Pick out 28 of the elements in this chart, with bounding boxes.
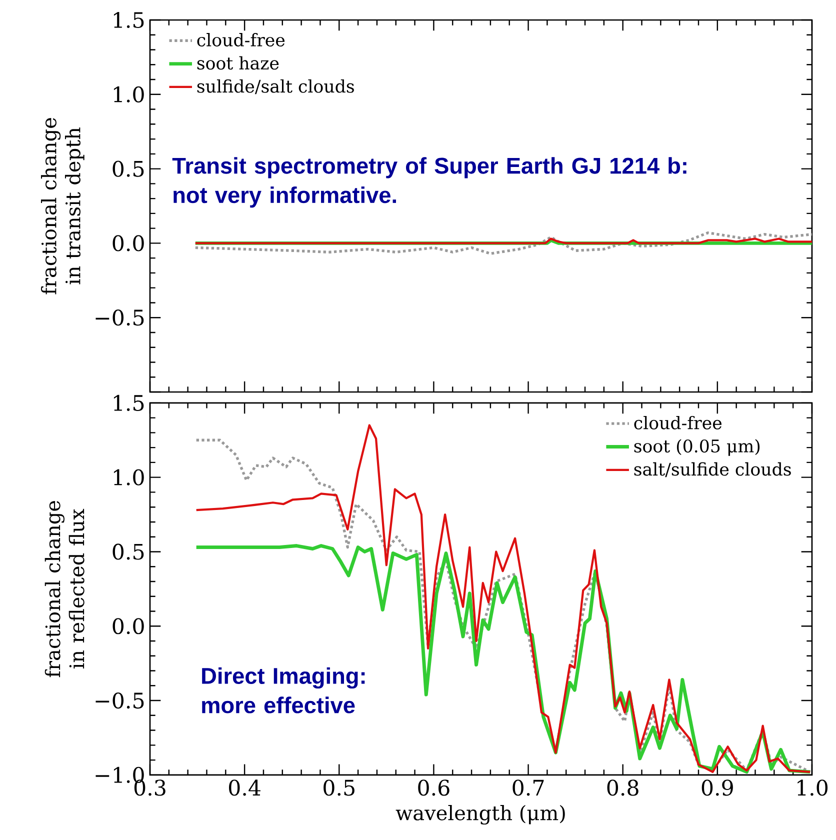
x-tick-label: 0.7 (512, 780, 544, 796)
x-tick-label: 0.6 (418, 780, 450, 796)
legend-label: soot haze (197, 56, 279, 70)
y-axis-title: fractional change in transit depth (40, 118, 84, 294)
annotation: Transit spectrometry of Super Earth GJ 1214 b: not very informative. (172, 157, 686, 208)
annotation: Direct Imaging: more effective (202, 667, 365, 714)
x-tick-label: 0.9 (702, 780, 733, 796)
y-tick-label: 0.0 (112, 618, 144, 634)
x-tick-label: 1.0 (798, 780, 828, 796)
legend-label: sulfide/salt clouds (197, 79, 354, 94)
y-tick-label: 1.0 (114, 86, 144, 102)
legend-label: cloud-free (197, 33, 285, 46)
legend-label: soot (0.05 μm) (634, 439, 760, 456)
y-tick-label: 0.5 (112, 160, 144, 177)
x-axis-title: wavelength (μm) (396, 804, 565, 825)
y-tick-label: −0.5 (96, 692, 144, 709)
y-tick-label: 1.0 (114, 469, 144, 486)
x-tick-label: 0.5 (324, 780, 354, 796)
y-tick-label: 1.5 (114, 12, 144, 28)
y-tick-label: 1.5 (114, 394, 144, 411)
y-tick-label: 0.0 (112, 235, 144, 252)
x-tick-label: 0.4 (229, 780, 260, 796)
y-tick-label: 0.5 (112, 544, 144, 560)
legend-label: salt/sulfide clouds (634, 462, 791, 478)
y-tick-label: −0.5 (96, 310, 144, 326)
x-tick-label: 0.8 (607, 780, 638, 796)
y-axis-title: fractional change in reflected flux (44, 500, 84, 678)
legend-label: cloud-free (634, 416, 722, 430)
